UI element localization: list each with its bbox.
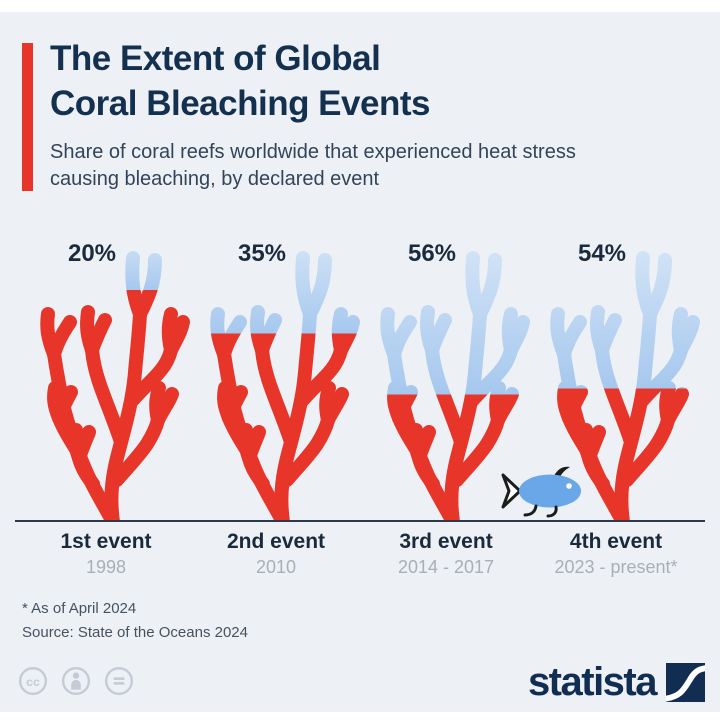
event-period-1: 1998 <box>85 557 127 577</box>
coral-group-3rd-event: 56% <box>361 232 531 522</box>
statista-logo-mark <box>666 663 705 702</box>
page-title: The Extent of Global Coral Bleaching Eve… <box>50 36 670 126</box>
value-label-1st-event: 20% <box>67 240 117 267</box>
attribution-icon <box>61 666 91 696</box>
top-margin <box>0 0 720 12</box>
svg-text:cc: cc <box>26 675 40 689</box>
fish-top-fin <box>554 466 570 477</box>
footnote-source: Source: State of the Oceans 2024 <box>22 624 248 641</box>
statista-wordmark: statista <box>527 660 658 704</box>
page-title-line1: The Extent of Global <box>50 39 381 78</box>
page-subtitle-line1: Share of coral reefs worldwide that expe… <box>50 141 576 163</box>
fish-bottom-fin-2 <box>546 505 558 518</box>
cc-icon: cc <box>18 666 48 696</box>
statista-branding: statista <box>528 660 705 705</box>
value-label-2nd-event: 35% <box>237 240 287 267</box>
event-label-4: 4th event <box>569 530 663 553</box>
page-subtitle-line2: causing bleaching, by declared event <box>50 168 380 190</box>
page-title-line2: Coral Bleaching Events <box>50 84 430 123</box>
coral-illustration-2nd-event <box>191 232 361 522</box>
coral-group-2nd-event: 35% <box>191 232 361 522</box>
seabed-baseline <box>15 520 705 522</box>
value-label-3rd-event: 56% <box>407 240 457 267</box>
event-label-2: 2nd event <box>226 530 326 553</box>
fish-tail <box>501 473 522 509</box>
header-accent-bar <box>22 43 33 191</box>
event-label-1: 1st event <box>60 530 152 553</box>
event-period-4: 2023 - present* <box>554 557 678 577</box>
value-label-4th-event: 54% <box>577 240 627 267</box>
coral-group-1st-event: 20% <box>21 232 191 522</box>
footnote-asterisk: * As of April 2024 <box>22 600 137 617</box>
fish-bottom-fin-1 <box>523 504 538 517</box>
bottom-margin <box>0 712 720 720</box>
event-period-3: 2014 - 2017 <box>397 557 495 577</box>
fish-body <box>519 474 581 508</box>
page-subtitle: Share of coral reefs worldwide that expe… <box>50 139 690 193</box>
equal-license-icon <box>104 666 134 696</box>
event-period-2: 2010 <box>255 557 297 577</box>
coral-illustration-1st-event <box>21 232 191 522</box>
event-label-3: 3rd event <box>399 530 493 553</box>
license-icons: cc <box>18 666 134 696</box>
fish-icon <box>501 466 581 518</box>
coral-group-4th-event: 54% <box>531 232 701 522</box>
fish-eye <box>566 483 572 489</box>
